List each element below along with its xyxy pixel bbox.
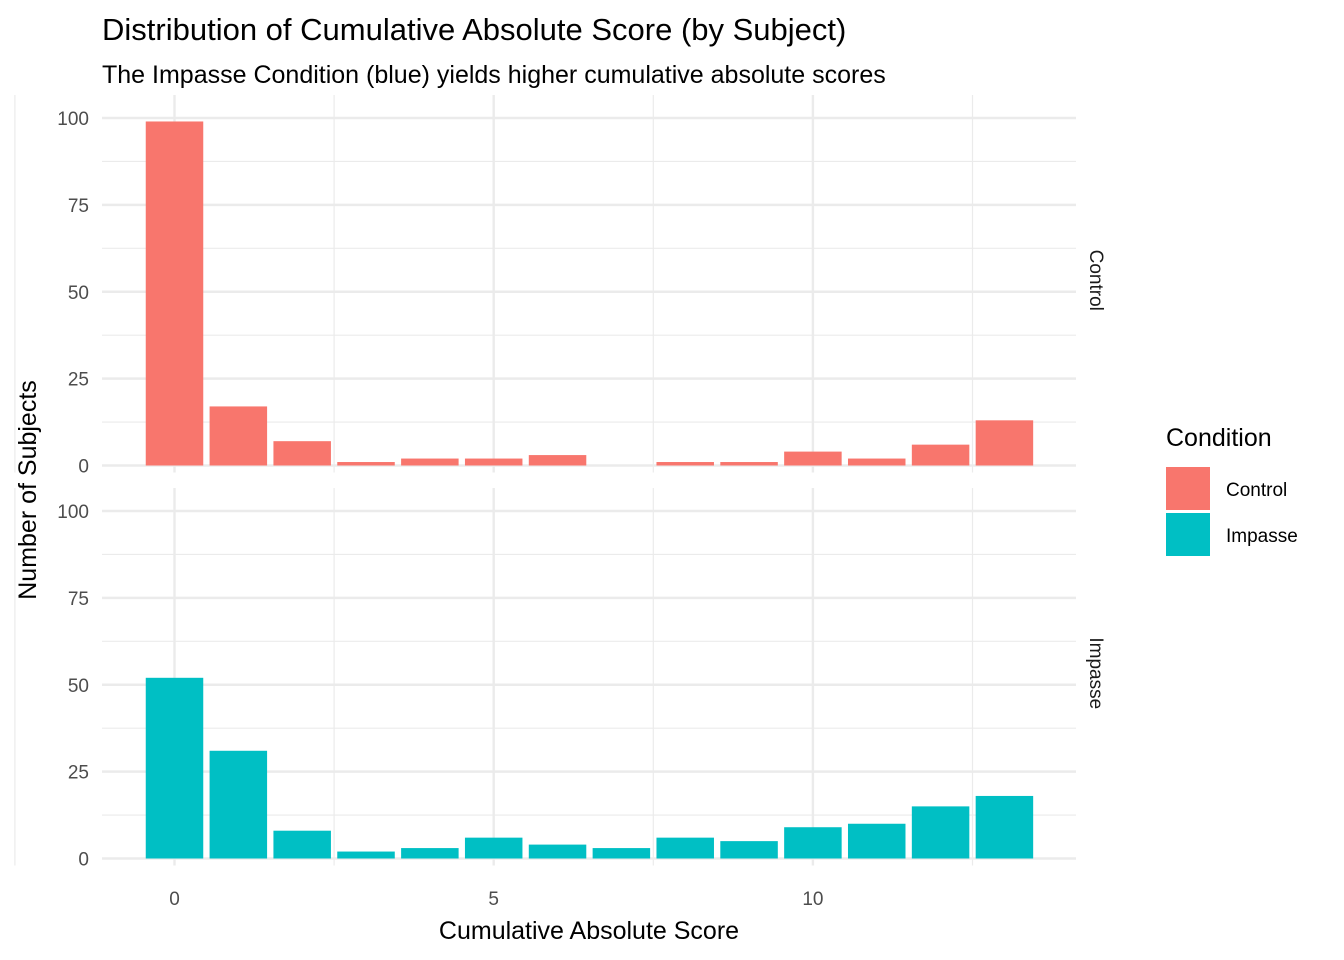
y-tick-label: 100 [57, 109, 89, 130]
facet-panels: 0 25 50 75 100 Control 0 25 50 75 100 Impasse [14, 95, 1106, 871]
chart-subtitle: The Impasse Condition (blue) yields high… [102, 61, 886, 89]
bar-impasse-2 [273, 830, 331, 859]
legend-label-impasse: Impasse [1226, 526, 1298, 547]
bar-control-5 [464, 458, 523, 466]
bar-impasse-6 [528, 844, 587, 859]
bar-control-4 [401, 458, 459, 466]
panel-control: 0 25 50 75 100 Control [14, 95, 1106, 478]
bar-control-12 [911, 444, 970, 466]
y-tick-label: 0 [78, 850, 89, 871]
x-axis-title: Cumulative Absolute Score [439, 917, 739, 945]
y-tick-label: 0 [78, 457, 89, 478]
legend-label-control: Control [1226, 480, 1287, 501]
bar-impasse-13 [975, 795, 1034, 859]
x-tick-label: 10 [802, 889, 823, 910]
bar-impasse-12 [911, 806, 970, 859]
bar-impasse-11 [847, 823, 906, 859]
y-tick-label: 50 [68, 283, 89, 304]
bar-control-0 [145, 121, 204, 466]
bar-impasse-8 [656, 837, 714, 859]
bar-control-3 [337, 462, 395, 466]
facet-strip-label: Control [1085, 250, 1106, 311]
y-tick-label: 100 [57, 502, 89, 523]
legend-swatch-impasse [1166, 513, 1210, 556]
bar-impasse-1 [209, 750, 268, 859]
x-tick-label: 5 [488, 889, 499, 910]
bar-impasse-5 [464, 837, 523, 859]
y-axis-title: Number of Subjects [14, 380, 42, 600]
x-tick-label: 0 [169, 889, 180, 910]
bar-impasse-3 [337, 851, 395, 859]
bar-impasse-10 [784, 827, 842, 859]
bar-control-13 [975, 420, 1034, 466]
bar-impasse-0 [145, 677, 204, 859]
panel-impasse: 0 25 50 75 100 Impasse [14, 488, 1106, 871]
y-tick-label: 25 [68, 370, 89, 391]
legend: Condition Control Impasse [1166, 424, 1298, 556]
bar-control-11 [847, 458, 906, 466]
bar-control-10 [784, 451, 842, 466]
bar-control-6 [528, 455, 587, 466]
x-axis-ticks: 0 5 10 [169, 889, 823, 910]
bar-control-9 [720, 462, 778, 466]
bar-impasse-7 [592, 848, 651, 859]
y-tick-label: 75 [68, 589, 89, 610]
bar-control-8 [656, 462, 714, 466]
y-tick-label: 25 [68, 763, 89, 784]
facet-strip-label: Impasse [1085, 637, 1106, 709]
y-tick-label: 75 [68, 196, 89, 217]
y-tick-label: 50 [68, 676, 89, 697]
bar-control-1 [209, 406, 268, 466]
legend-swatch-control [1166, 467, 1210, 510]
bar-impasse-4 [401, 848, 459, 859]
chart-title: Distribution of Cumulative Absolute Scor… [102, 12, 846, 47]
bar-impasse-9 [720, 841, 778, 859]
legend-title: Condition [1166, 424, 1272, 452]
bar-control-2 [273, 441, 331, 466]
